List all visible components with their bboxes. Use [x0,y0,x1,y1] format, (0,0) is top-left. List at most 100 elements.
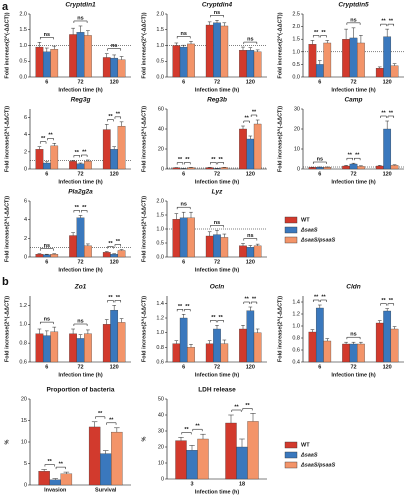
y-tick-label: 0 [24,482,27,488]
bar [110,149,119,170]
y-tick-label: 1.5 [156,27,164,33]
y-tick-label: 0.5 [19,59,27,65]
bar [315,64,324,78]
significance-bracket [346,157,353,161]
bar [205,343,214,363]
bar [35,333,44,363]
bar [102,252,111,258]
significance-bracket [106,422,117,425]
significance-bracket [380,23,387,27]
y-tick-label: 5 [24,461,27,467]
legend-swatch [284,451,298,459]
significance-bracket [346,22,361,25]
y-tick-label: 0.0 [156,254,164,260]
bar [213,22,221,78]
x-axis-title: Infection time (h) [331,372,375,378]
significance-label: ns [44,32,50,38]
x-axis-title: Infection time (h) [58,87,102,93]
bar [239,128,247,170]
significance-bracket [73,20,88,23]
legend-swatch [284,441,298,449]
y-tick-label: 2.0 [292,24,300,30]
significance-label: ** [82,205,87,211]
chart-title: Cryptdin4 [202,2,233,9]
chart-title: Proportion of bacteria [47,387,115,394]
significance-bracket [73,210,80,213]
bar [349,343,358,363]
bar [117,322,126,363]
significance-bracket [39,141,47,144]
significance-label: ns [44,243,50,249]
significance-label: ** [245,403,250,409]
significance-label: ** [108,241,113,247]
significance-bracket [73,323,88,326]
significance-bracket [95,416,106,419]
bar [213,328,221,363]
legend-label: ΔsaaS [300,452,318,458]
significance-bracket [176,206,191,210]
x-tick-label: 120 [383,171,392,177]
x-tick-label: 6 [45,79,48,85]
bar [220,237,229,258]
y-tick-label: 4 [24,217,27,223]
significance-bracket [73,155,80,158]
y-tick-label: 40 [158,126,164,132]
bar [342,39,350,78]
y-tick-label: 0 [161,166,164,172]
bar [76,163,85,170]
significance-bracket [114,300,122,303]
significance-bracket [114,116,122,119]
significance-bracket [243,238,258,241]
legend-swatch [284,226,298,234]
y-tick-label: 0.0 [19,74,27,80]
y-tick-label: 50 [158,396,164,402]
significance-bracket [176,162,184,165]
significance-bracket [242,408,253,411]
x-tick-label: 6 [182,171,185,177]
bar [213,234,221,258]
significance-label: ns [180,202,186,208]
bar [187,43,195,78]
legend-label: WT [301,442,310,448]
significance-bracket [243,301,250,304]
bar [76,32,85,78]
chart-title: Reg3g [71,97,91,104]
significance-label: ** [245,296,250,302]
x-tick-label: 72 [214,364,220,370]
y-tick-label: 20 [294,126,300,132]
bar [110,254,119,258]
section-label: b [2,276,9,288]
x-axis-title: Infection time (h) [195,87,239,93]
bar [225,422,237,480]
bar [205,167,214,170]
y-tick-label: 20 [158,146,164,152]
chart-title: Ocln [210,284,224,291]
y-tick-label: 1.0 [156,226,164,232]
x-tick-label: 120 [246,171,255,177]
significance-bracket [176,309,184,312]
significance-label: ** [109,417,114,423]
significance-label: ** [185,304,190,310]
bar [349,163,358,170]
significance-bracket [181,432,192,435]
bar [100,453,112,486]
y-tick-label: 2.0 [156,11,164,17]
bar [187,167,195,170]
bar [111,431,123,486]
y-tick-label: 6 [24,115,27,121]
significance-bracket [210,15,224,18]
bar [375,165,384,170]
significance-bracket [243,120,250,123]
significance-bracket [320,35,327,38]
bar [84,161,92,170]
y-tick-label: 10 [158,460,164,466]
bar [315,307,324,363]
significance-bracket [312,299,320,302]
x-tick-label: 3 [190,481,193,487]
bar [187,217,195,258]
y-tick-label: 0.5 [156,240,164,246]
significance-label: ns [77,15,83,21]
y-tick-label: 30 [158,428,164,434]
y-tick-label: 60 [158,106,164,112]
bar [246,50,255,78]
